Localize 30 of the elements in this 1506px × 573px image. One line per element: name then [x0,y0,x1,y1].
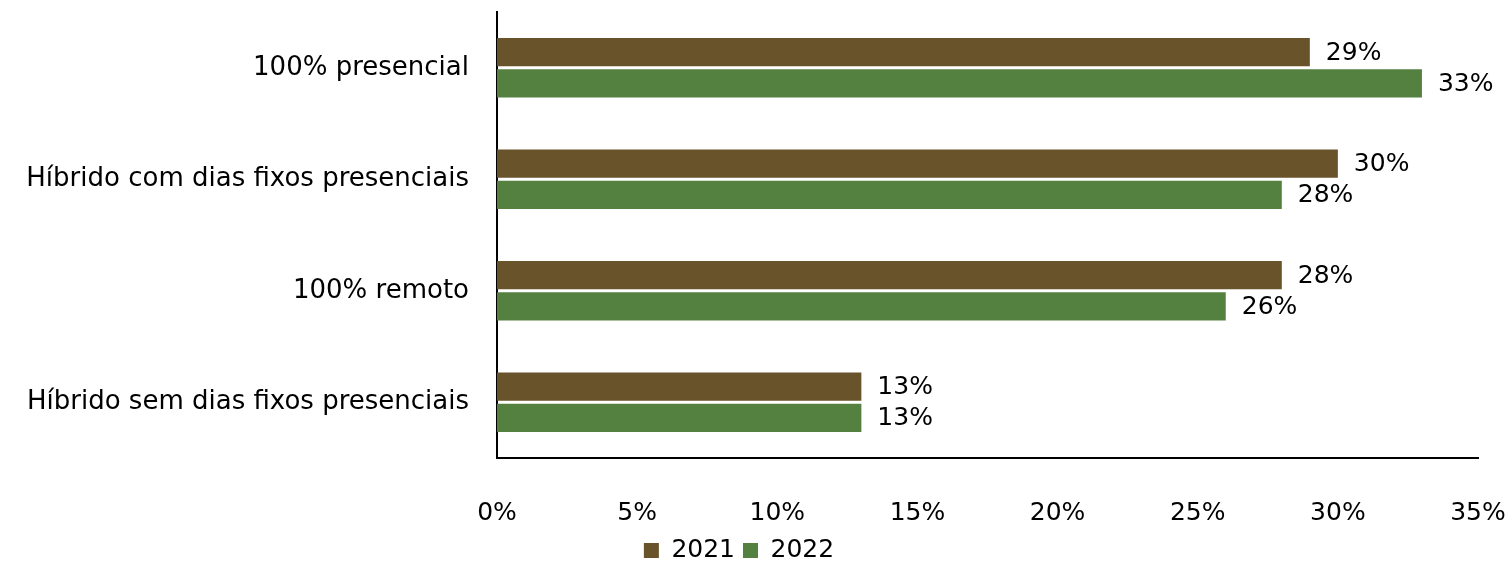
data-label: 13% [877,371,933,401]
data-label: 26% [1241,290,1298,320]
bar [497,38,1310,67]
x-tick-label: 0% [477,496,517,526]
legend-label: 2021 [671,534,735,563]
bar [497,372,862,401]
y-tick-label: 100% remoto [292,273,469,304]
x-tick-label: 10% [749,496,806,526]
data-label: 28% [1297,179,1354,209]
bar [497,261,1282,290]
x-tick-label: 30% [1310,496,1366,526]
bar [497,180,1282,209]
bar [497,149,1338,178]
bar [497,403,862,432]
data-label: 30% [1353,148,1410,178]
x-tick-label: 20% [1029,496,1086,526]
x-tick-label: 15% [889,496,946,526]
legend-label: 2022 [770,534,835,563]
x-tick-label: 5% [617,496,657,526]
bar [497,292,1226,321]
data-label: 28% [1297,259,1354,289]
data-label: 33% [1437,67,1494,97]
x-tick-label: 35% [1450,496,1506,526]
y-tick-label: Híbrido com dias fixos presenciais [26,162,469,192]
data-label: 29% [1325,36,1382,66]
bar [497,69,1422,98]
data-label: 13% [877,402,933,432]
y-tick-label: Híbrido sem dias fixos presenciais [26,385,469,415]
y-tick-label: 100% presencial [253,50,469,81]
x-tick-label: 25% [1169,496,1226,526]
